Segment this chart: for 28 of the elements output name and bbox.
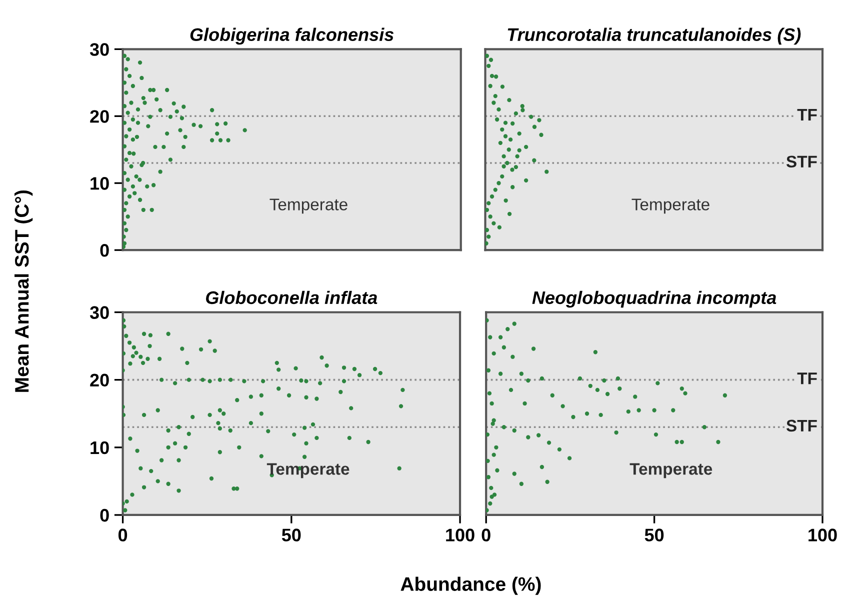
y-axis-title: Mean Annual SST (C°) <box>14 190 33 392</box>
y-tick-label: 20 <box>90 110 109 123</box>
y-tick-label: 0 <box>100 244 109 257</box>
x-tick-label: 50 <box>282 528 301 542</box>
x-axis-title: Abundance (%) <box>400 576 541 595</box>
y-tick-label: 10 <box>90 177 109 190</box>
y-tick-label: 0 <box>100 508 109 522</box>
y-tick-label: 20 <box>90 374 109 387</box>
annotation: Temperate <box>630 463 712 478</box>
chart-title: Globigerina falconensis <box>190 28 394 45</box>
annotation: Temperate <box>270 198 348 214</box>
y-tick-label: 30 <box>90 306 109 319</box>
ref-line-label: TF <box>797 372 817 384</box>
ref-line-label: TF <box>797 108 817 120</box>
ref-line-label: STF <box>786 156 817 168</box>
chart-title: Neogloboquadrina incompta <box>532 290 776 308</box>
chart-title: Globoconella inflata <box>206 290 378 304</box>
x-tick-label: 100 <box>808 528 837 542</box>
x-tick-label: 0 <box>482 528 490 542</box>
x-tick-label: 50 <box>644 528 664 542</box>
annotation: Temperate <box>632 198 710 214</box>
chart-title: Truncorotalia truncatulanoides (S) <box>508 28 801 45</box>
ref-line-label: STF <box>786 420 817 432</box>
annotation: Temperate <box>266 463 350 478</box>
y-tick-label: 10 <box>90 441 109 454</box>
x-tick-label: 0 <box>118 528 128 542</box>
y-tick-label: 30 <box>90 43 109 56</box>
x-tick-label: 100 <box>446 528 474 542</box>
